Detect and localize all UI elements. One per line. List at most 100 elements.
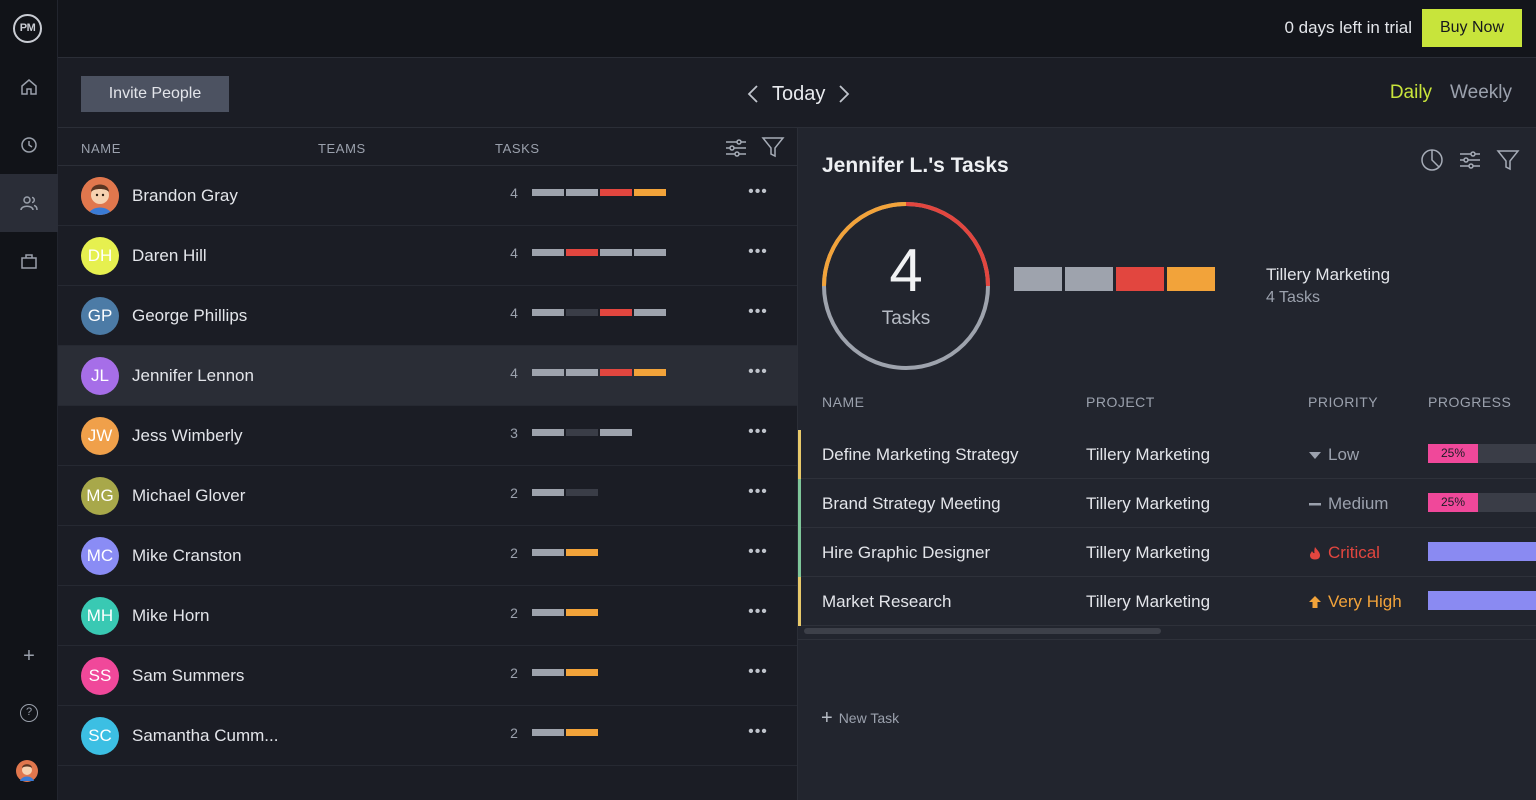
person-name[interactable]: Sam Summers (132, 666, 245, 685)
more-options-icon[interactable]: ••• (748, 483, 768, 500)
task-bar-segment (634, 309, 666, 316)
sliders-icon[interactable] (724, 136, 748, 160)
task-row[interactable]: Hire Graphic Designer Tillery Marketing Cr… (798, 528, 1536, 577)
chevron-left-icon[interactable] (746, 83, 760, 105)
add-icon[interactable]: + (23, 645, 35, 667)
task-bar-segment (532, 369, 564, 376)
person-row[interactable]: Brandon Gray 4 ••• (58, 166, 797, 226)
more-options-icon[interactable]: ••• (748, 183, 768, 200)
horizontal-scrollbar[interactable] (804, 628, 1161, 634)
project-name[interactable]: Tillery Marketing (1266, 265, 1391, 284)
person-row[interactable]: MH Mike Horn 2 ••• (58, 586, 797, 646)
help-icon[interactable]: ? (20, 704, 38, 722)
task-count: 2 (510, 725, 518, 741)
home-nav[interactable] (0, 58, 58, 116)
invite-people-button[interactable]: Invite People (81, 76, 229, 112)
task-bar-segment (634, 369, 666, 376)
task-project: Tillery Marketing (1086, 592, 1211, 611)
app-logo[interactable]: PM (13, 14, 42, 43)
column-header-teams[interactable]: TEAMS (318, 141, 366, 156)
new-task-button[interactable]: + New Task (821, 708, 899, 728)
team-nav[interactable] (0, 174, 58, 232)
task-project: Tillery Marketing (1086, 494, 1211, 513)
task-bar-segment (566, 669, 598, 676)
priority-label: Medium (1328, 494, 1389, 513)
task-row[interactable]: Market Research Tillery Marketing Very Hig… (798, 577, 1536, 626)
chevron-right-icon[interactable] (837, 83, 851, 105)
projects-nav[interactable] (0, 232, 58, 290)
home-icon (21, 79, 37, 95)
filter-icon[interactable] (1496, 148, 1520, 172)
timesheet-nav[interactable] (0, 116, 58, 174)
task-bar-segment (566, 189, 598, 196)
task-status-bars (532, 309, 666, 316)
buy-now-button[interactable]: Buy Now (1422, 9, 1522, 47)
person-name[interactable]: Mike Horn (132, 606, 210, 625)
user-avatar[interactable] (16, 760, 38, 782)
date-label[interactable]: Today (772, 82, 826, 105)
person-name[interactable]: Mike Cranston (132, 546, 242, 565)
column-header-tasks[interactable]: TASKS (495, 141, 540, 156)
person-name[interactable]: George Phillips (132, 306, 248, 325)
task-bar-segment (1167, 267, 1215, 291)
person-row[interactable]: MC Mike Cranston 2 ••• (58, 526, 797, 586)
task-row[interactable]: Define Marketing Strategy Tillery Marketi… (798, 430, 1536, 479)
person-row[interactable]: JL Jennifer Lennon 4 ••• (58, 346, 797, 406)
person-name[interactable]: Samantha Cumm... (132, 726, 279, 745)
briefcase-icon (21, 254, 37, 269)
task-count: 2 (510, 605, 518, 621)
filter-icon[interactable] (761, 135, 785, 159)
task-status-bars (532, 429, 632, 436)
task-bar-segment (532, 729, 564, 736)
person-row[interactable]: JW Jess Wimberly 3 ••• (58, 406, 797, 466)
task-priority[interactable]: Very High (1308, 592, 1402, 612)
avatar: MC (81, 537, 119, 575)
column-header-progress[interactable]: PROGRESS (1428, 394, 1512, 410)
more-options-icon[interactable]: ••• (748, 243, 768, 260)
pie-chart-icon[interactable] (1420, 148, 1444, 172)
range-daily[interactable]: Daily (1389, 82, 1433, 103)
task-table-header: NAME PROJECT PRIORITY PROGRESS (798, 394, 1536, 430)
arrow-down-icon (1309, 452, 1321, 459)
more-options-icon[interactable]: ••• (748, 363, 768, 380)
task-count: 4 (510, 365, 518, 381)
person-name[interactable]: Daren Hill (132, 246, 207, 265)
column-header-project[interactable]: PROJECT (1086, 394, 1155, 410)
column-header-priority[interactable]: PRIORITY (1308, 394, 1379, 410)
more-options-icon[interactable]: ••• (748, 603, 768, 620)
more-options-icon[interactable]: ••• (748, 423, 768, 440)
person-row[interactable]: MG Michael Glover 2 ••• (58, 466, 797, 526)
task-priority[interactable]: Critical (1308, 543, 1380, 563)
more-options-icon[interactable]: ••• (748, 303, 768, 320)
task-name[interactable]: Define Marketing Strategy (822, 445, 1019, 464)
task-bar-segment (566, 729, 598, 736)
left-rail: PM + ? (0, 0, 58, 800)
person-row[interactable]: GP George Phillips 4 ••• (58, 286, 797, 346)
person-name[interactable]: Michael Glover (132, 486, 246, 505)
task-name[interactable]: Hire Graphic Designer (822, 543, 991, 562)
task-row[interactable]: Brand Strategy Meeting Tillery Marketing M… (798, 479, 1536, 528)
column-header-task-name[interactable]: NAME (822, 394, 865, 410)
task-bar-segment (566, 309, 598, 316)
person-row[interactable]: DH Daren Hill 4 ••• (58, 226, 797, 286)
task-priority[interactable]: Medium (1308, 494, 1388, 514)
range-weekly[interactable]: Weekly (1450, 82, 1512, 103)
task-bar-segment (600, 369, 632, 376)
person-name[interactable]: Jennifer Lennon (132, 366, 254, 385)
more-options-icon[interactable]: ••• (748, 543, 768, 560)
more-options-icon[interactable]: ••• (748, 723, 768, 740)
task-name[interactable]: Brand Strategy Meeting (822, 494, 1001, 513)
sliders-icon[interactable] (1458, 148, 1482, 172)
task-priority[interactable]: Low (1308, 445, 1359, 465)
task-name[interactable]: Market Research (822, 592, 952, 611)
task-bar-segment (566, 489, 598, 496)
person-name[interactable]: Brandon Gray (132, 186, 238, 205)
task-bar-segment (532, 669, 564, 676)
task-project: Tillery Marketing (1086, 445, 1211, 464)
task-bar-segment (600, 309, 632, 316)
person-row[interactable]: SS Sam Summers 2 ••• (58, 646, 797, 706)
column-header-name[interactable]: NAME (81, 141, 121, 156)
person-row[interactable]: SC Samantha Cumm... 2 ••• (58, 706, 797, 766)
more-options-icon[interactable]: ••• (748, 663, 768, 680)
person-name[interactable]: Jess Wimberly (132, 426, 243, 445)
